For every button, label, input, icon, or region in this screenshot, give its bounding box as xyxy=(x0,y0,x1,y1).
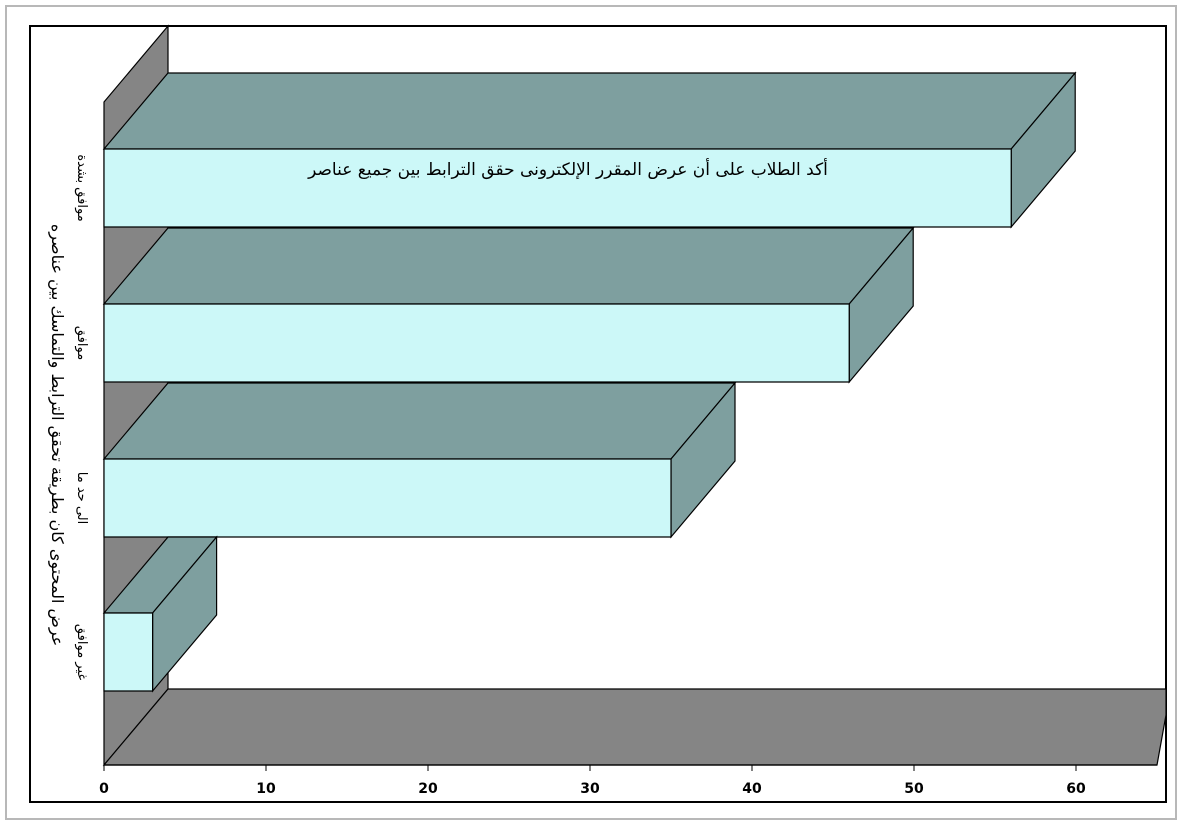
x-tick-label: 60 xyxy=(1066,781,1086,797)
bar-front xyxy=(103,612,154,692)
category-label: غير موافق xyxy=(74,624,89,681)
bar-top xyxy=(102,227,915,305)
x-tick-label: 50 xyxy=(904,781,924,797)
chart-title: أكد الطلاب على أن عرض المقرر الإلكترونى … xyxy=(307,158,828,180)
bar-front xyxy=(103,148,1012,228)
y-axis-title: عرض المحتوى كان بطريقة تحقق الترابط والت… xyxy=(47,224,67,646)
bar-top xyxy=(102,72,1077,150)
bar-top xyxy=(102,382,737,460)
x-tick-label: 20 xyxy=(418,781,438,797)
category-label: الى حد ما xyxy=(74,472,89,524)
x-tick-label: 40 xyxy=(742,781,762,797)
category-label: موافق xyxy=(74,326,89,360)
bar-front xyxy=(103,303,850,383)
bar-front xyxy=(103,458,672,538)
x-tick-label: 0 xyxy=(99,781,109,797)
x-tick-label: 10 xyxy=(256,781,276,797)
x-tick-label: 30 xyxy=(580,781,600,797)
category-label: موافق بشدة xyxy=(74,154,89,221)
floor xyxy=(102,688,1167,766)
